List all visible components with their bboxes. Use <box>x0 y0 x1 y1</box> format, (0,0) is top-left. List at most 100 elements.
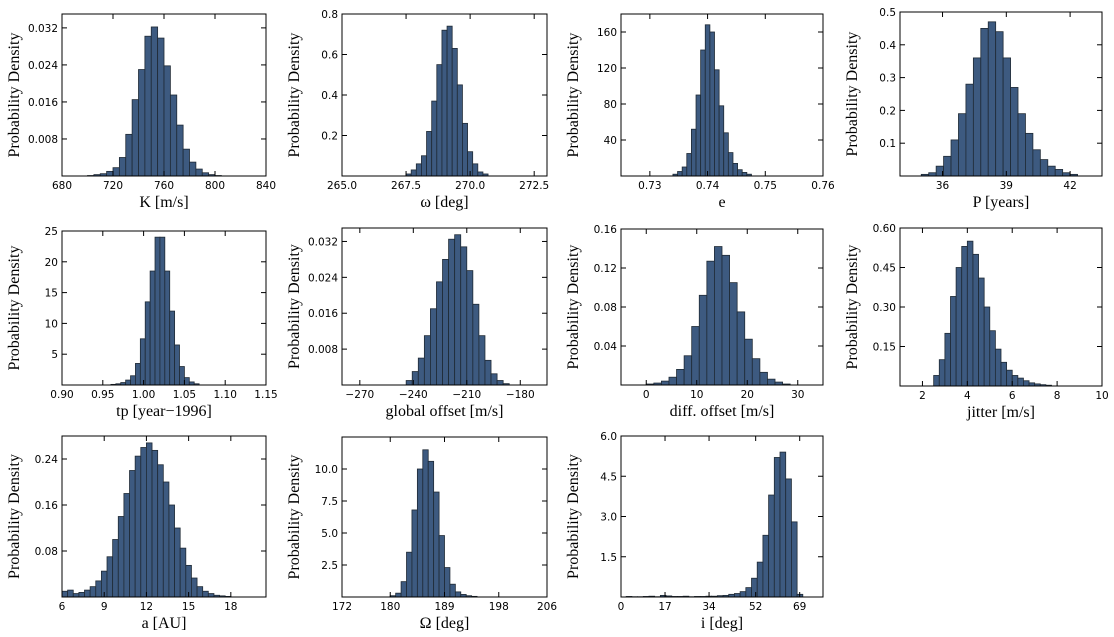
x-tick-label: 720 <box>103 180 123 192</box>
x-tick-label: 1.15 <box>254 389 277 401</box>
panel-jitter: 2 4 6 8 10 0.15 0.30 0.45 0.60 jitter [m/s] Probab… <box>844 223 1109 421</box>
y-axis-title: Probability Density <box>844 32 861 157</box>
histogram-bar <box>706 260 715 386</box>
histogram-bar <box>182 148 190 177</box>
y-tick-label: 0.16 <box>35 500 59 512</box>
x-tick-label: −210 <box>452 389 481 401</box>
x-tick-label: 0.75 <box>754 180 777 192</box>
axes-frame <box>341 227 548 386</box>
histogram-bar <box>779 451 787 598</box>
histogram-bar <box>169 94 178 177</box>
x-tick-label: 0 <box>643 389 650 401</box>
y-tick-label: 0.4 <box>321 90 338 102</box>
histogram-bar <box>961 246 968 387</box>
y-tick-label: 1.5 <box>600 552 617 564</box>
y-tick-label: 0.60 <box>873 223 896 235</box>
histogram-bar <box>431 100 438 177</box>
x-tick-label: 69 <box>793 601 806 613</box>
histogram-bar <box>436 281 443 386</box>
histogram-bar <box>117 516 125 598</box>
y-tick-label: 40 <box>604 135 617 147</box>
y-tick-label: 0.024 <box>308 272 338 284</box>
y-axis-title: Probability Density <box>844 245 861 370</box>
histogram-bar <box>446 25 453 177</box>
histogram-bar <box>144 301 151 386</box>
histogram-bar <box>427 460 435 598</box>
histogram-bar <box>736 311 746 386</box>
histogram-bar <box>978 277 985 387</box>
panel-e: 0.73 0.74 0.75 0.76 40 80 120 160 e Probability D… <box>565 13 835 211</box>
histogram-bar <box>741 171 748 177</box>
histogram-bar <box>681 166 688 177</box>
histogram-bar <box>737 169 743 177</box>
y-tick-label: 0.032 <box>308 236 338 248</box>
y-tick-label: 0.45 <box>873 263 896 275</box>
histogram-bar <box>456 84 463 177</box>
x-tick-label: 267.5 <box>391 180 421 192</box>
x-tick-label: 1.10 <box>214 389 237 401</box>
x-tick-label: −180 <box>506 389 535 401</box>
histogram-bar <box>994 348 1002 387</box>
y-tick-label: 160 <box>597 27 617 39</box>
histogram-bar <box>944 332 951 387</box>
axes-frame <box>61 435 267 598</box>
histogram-bar <box>1010 87 1019 177</box>
histogram-bar <box>195 168 203 177</box>
histogram-bar <box>709 31 715 177</box>
x-tick-label: 42 <box>1063 180 1076 192</box>
x-tick-label: 0.95 <box>91 389 114 401</box>
histogram-bar <box>157 464 164 598</box>
x-tick-label: 265.0 <box>327 180 357 192</box>
histogram-bar <box>423 335 431 386</box>
histogram-bar <box>451 48 458 177</box>
histogram-bar <box>472 163 479 177</box>
histogram-bar <box>943 155 952 177</box>
histogram-bar <box>965 83 974 177</box>
histogram-bar <box>1002 57 1011 177</box>
y-axis-title: Probability Density <box>6 454 23 579</box>
histogram-bar <box>410 169 417 177</box>
histogram-bar <box>149 270 156 386</box>
histogram-bar <box>442 258 450 386</box>
x-axis-title: e <box>718 194 725 211</box>
histogram-bar <box>1054 169 1064 177</box>
y-tick-label: 6.0 <box>600 431 617 443</box>
y-tick-label: 0.08 <box>594 302 617 314</box>
histogram-bar <box>1017 113 1026 177</box>
y-tick-label: 0.12 <box>594 263 617 275</box>
x-tick-label: 2 <box>919 390 926 402</box>
panel-diff-offset: 0 10 20 30 0.04 0.08 0.12 0.16 diff. offset [m/s… <box>565 224 824 420</box>
histogram-bar <box>950 139 959 177</box>
histogram-bar <box>714 69 720 177</box>
histogram-bar <box>691 128 697 177</box>
histogram-bar <box>426 131 433 177</box>
x-tick-label: 840 <box>256 180 276 192</box>
histogram-bar <box>756 561 764 598</box>
histogram-bar <box>972 57 982 177</box>
histogram-bar <box>106 170 114 177</box>
x-tick-label: 0.90 <box>50 389 73 401</box>
histogram-bar <box>421 155 427 177</box>
histogram-bar <box>1032 149 1041 177</box>
histogram-bar <box>448 238 456 386</box>
panel-P: 36 39 42 0.1 0.2 0.3 0.4 0.5 P [years] Probabilit… <box>844 7 1103 211</box>
histogram-bar <box>668 376 677 386</box>
histogram-bar <box>135 363 141 386</box>
histogram-bar <box>89 586 97 598</box>
histogram-bar <box>196 586 204 598</box>
x-tick-label: 39 <box>1000 180 1013 192</box>
histogram-bar <box>1011 375 1019 387</box>
histogram-bar <box>150 26 159 177</box>
x-tick-label: −270 <box>345 389 374 401</box>
y-tick-label: 20 <box>45 257 58 269</box>
histogram-bar <box>415 163 422 177</box>
x-tick-label: 0.74 <box>696 180 720 192</box>
histogram-bar <box>118 157 127 177</box>
histogram-bar <box>191 577 198 598</box>
histogram-bar <box>430 308 437 386</box>
histogram-bar <box>466 270 474 386</box>
x-tick-label: 0.76 <box>811 180 835 192</box>
y-axis-title: Probability Density <box>565 245 582 370</box>
histogram-bar <box>478 335 486 386</box>
histogram-bar <box>163 65 171 177</box>
